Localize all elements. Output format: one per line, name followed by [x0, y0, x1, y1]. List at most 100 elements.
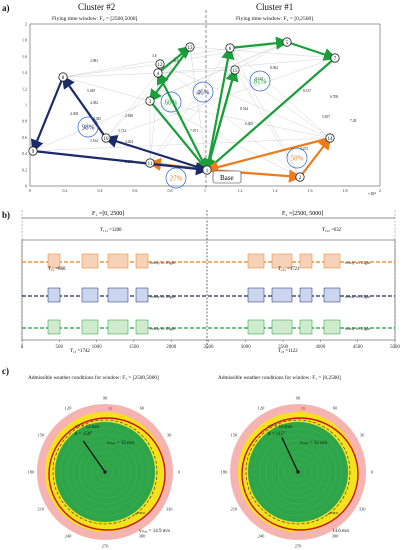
x-tick-label: 0.2	[63, 188, 68, 193]
candidate-edge	[159, 63, 301, 178]
ready-label: ready to flight	[150, 260, 176, 265]
x-tick-label: 0	[21, 345, 24, 350]
vmax-label: vₘₐₓ = 14.9 m/s	[139, 529, 170, 534]
node-5	[282, 37, 292, 47]
angle-tick-label: 150	[38, 433, 46, 438]
task-block	[107, 287, 129, 303]
x-tick-label: 1.8	[343, 188, 348, 193]
candidate-edge	[62, 76, 151, 102]
angle-tick-label: 270	[295, 544, 303, 549]
node-label-3: 3	[149, 100, 152, 105]
node-8	[58, 72, 68, 82]
edge-weight-label: 8.062	[270, 66, 278, 70]
x-tick-label: 1.2	[238, 188, 243, 193]
percent-label: 50%	[291, 155, 304, 163]
y-tick-label: 0	[25, 184, 27, 189]
orange-route-segment	[204, 136, 331, 174]
candidate-edge	[159, 63, 331, 139]
green-route-segment	[205, 57, 336, 172]
grid-ring	[259, 433, 337, 511]
ready-label: ready to flight	[345, 260, 371, 265]
task-block	[47, 253, 61, 269]
polar-right-title: Admissible weather conditions for window…	[218, 375, 341, 381]
duration-label: T₂₃ =1122	[278, 349, 298, 354]
angle-tick-label: 150	[231, 433, 239, 438]
task-block	[135, 287, 149, 303]
task-block	[299, 287, 313, 303]
task-block	[135, 319, 149, 335]
task-block	[81, 319, 99, 335]
edge-weight-label: 6.708	[330, 95, 338, 99]
y-tick-label: 1.4	[22, 70, 27, 75]
node-label-7: 7	[334, 57, 337, 62]
candidate-edge	[234, 69, 301, 178]
x-tick-label: 0.6	[133, 188, 138, 193]
speed-tick-label: 15	[301, 406, 305, 411]
task-block	[299, 253, 313, 269]
edge-weight-label: 4.404	[125, 140, 133, 144]
node-12	[155, 59, 165, 69]
x-tick-label: 0.8	[168, 188, 173, 193]
cluster-2-title: Cluster #2	[78, 2, 116, 12]
duration-label: T₁₃ =1742	[70, 349, 90, 354]
task-block	[271, 253, 293, 269]
ready-label: ready to flight	[345, 326, 371, 331]
candidate-edge	[62, 63, 161, 78]
x-tick-label: 5000	[390, 345, 401, 350]
navy-route-segment	[32, 149, 210, 176]
vmax-boundary	[241, 417, 359, 531]
navy-route-segment	[103, 135, 208, 172]
edge-weight-label: 3.6	[152, 54, 157, 58]
percent-circle	[77, 116, 99, 138]
x-tick-label: 2500	[204, 345, 215, 350]
x-tick-label: 500	[56, 345, 64, 350]
candidate-edge	[157, 57, 336, 74]
grid-ring	[84, 451, 126, 493]
duration-label: T₁₁₁ =1200	[100, 228, 122, 233]
grid-ring	[253, 427, 343, 517]
edge-weight-label: 6.403	[245, 122, 253, 126]
vmin-label: vₘᵢₙ = 12 m/s	[107, 441, 134, 446]
x-tick-label: 2000	[166, 345, 177, 350]
base-label: Base	[220, 174, 234, 182]
node-label-6: 6	[229, 47, 232, 52]
node-10	[101, 133, 111, 143]
grid-ring	[66, 433, 144, 511]
angle-tick-label: 0	[178, 470, 181, 475]
node-label-14: 14	[328, 137, 334, 142]
ready-label: ready to flight	[345, 294, 371, 299]
edge-weight-label: 3.162	[90, 139, 98, 143]
edge-weight-label: 5.657	[322, 115, 330, 119]
edge-weight-label: 3.712	[118, 129, 126, 133]
grid-ring	[283, 457, 313, 487]
angle-tick-label: 90	[103, 396, 108, 401]
percent-circle	[160, 91, 182, 113]
angle-tick-label: 120	[258, 405, 266, 410]
wind-vector	[82, 440, 106, 473]
percent-label: 60%	[165, 99, 178, 107]
task-block	[323, 287, 341, 303]
vmin-boundary	[245, 419, 351, 525]
wind-speed-label: vᵂ = 10 m/s	[268, 424, 292, 430]
node-11	[145, 158, 155, 168]
schedule-gantt: F₁ =[0, 2500] F₂ =[2500, 5000] ready to …	[21, 210, 401, 354]
task-block	[81, 287, 99, 303]
candidate-edge	[229, 47, 301, 178]
percent-label: 46%	[197, 89, 210, 97]
percent-label: 81%	[254, 78, 267, 86]
grid-ring	[78, 445, 132, 499]
node-14	[325, 133, 335, 143]
node-2	[295, 172, 305, 182]
angle-tick-label: 330	[166, 507, 174, 512]
x-tick-label: 0	[29, 188, 31, 193]
node-3	[145, 96, 155, 106]
angle-tick-label: 30	[360, 433, 365, 438]
node-13	[185, 42, 195, 52]
duration-label: T₂₁ =860	[48, 267, 66, 272]
node-4	[153, 68, 163, 78]
base-box	[212, 170, 242, 184]
edge-weight-label: 5.029	[87, 89, 95, 93]
x-tick-label: 1.4	[273, 188, 278, 193]
node-label-10: 10	[104, 137, 110, 142]
percent-circle	[249, 70, 271, 92]
